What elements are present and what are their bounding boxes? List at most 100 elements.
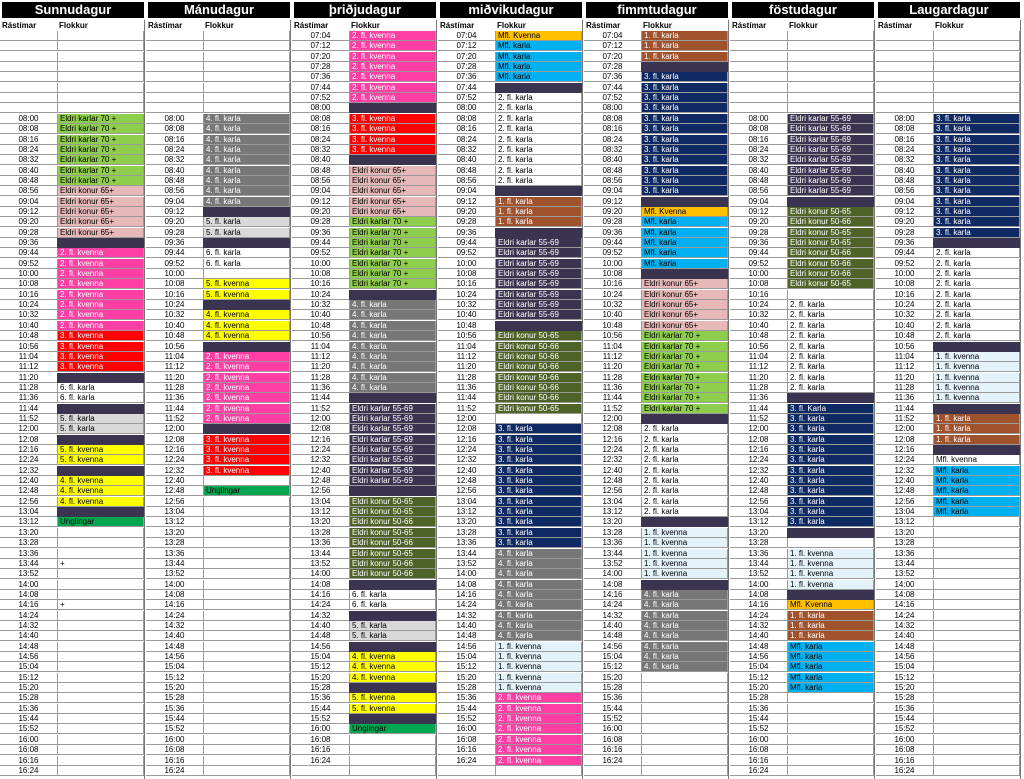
group-cell[interactable]: 2. fl. kvenna xyxy=(203,414,290,424)
group-cell[interactable] xyxy=(933,683,1020,693)
group-cell[interactable]: 3. fl. karla xyxy=(641,93,728,103)
group-cell[interactable]: 3. fl. karla xyxy=(787,476,874,486)
group-cell[interactable] xyxy=(57,72,144,82)
group-cell[interactable]: 5. fl. kvenna xyxy=(57,455,144,465)
group-cell[interactable]: Eldri karlar 70 + xyxy=(57,114,144,124)
group-cell[interactable]: Mfl. karla xyxy=(787,673,874,683)
group-cell[interactable] xyxy=(933,735,1020,745)
group-cell[interactable]: 4. fl. karla xyxy=(641,652,728,662)
group-cell[interactable] xyxy=(203,662,290,672)
group-cell[interactable] xyxy=(203,31,290,41)
group-cell[interactable]: Eldri konur 50-66 xyxy=(495,342,582,352)
group-cell[interactable]: 1. fl. karla xyxy=(787,611,874,621)
group-cell[interactable]: 3. fl. karla xyxy=(933,114,1020,124)
group-cell[interactable]: 2. fl. karla xyxy=(495,103,582,113)
group-cell[interactable]: 4. fl. karla xyxy=(641,590,728,600)
group-cell[interactable]: Eldri konur 50-65 xyxy=(349,497,436,507)
group-cell[interactable]: 1. fl. kvenna xyxy=(933,373,1020,383)
group-cell[interactable] xyxy=(203,538,290,548)
group-cell[interactable] xyxy=(787,31,874,41)
group-cell[interactable]: Mfl. Kvenna xyxy=(787,600,874,610)
group-cell[interactable]: Eldri karlar 70 + xyxy=(349,228,436,238)
group-cell[interactable] xyxy=(641,693,728,703)
group-cell[interactable] xyxy=(933,714,1020,724)
group-cell[interactable] xyxy=(933,538,1020,548)
group-cell[interactable]: 2. fl. kvenna xyxy=(203,352,290,362)
group-cell[interactable] xyxy=(57,766,144,776)
group-cell[interactable]: Eldri karlar 55-69 xyxy=(787,186,874,196)
group-cell[interactable]: 1. fl. karla xyxy=(495,197,582,207)
group-cell[interactable] xyxy=(203,580,290,590)
group-cell[interactable]: 4. fl. kvenna xyxy=(349,673,436,683)
group-cell[interactable]: Eldri karlar 55-69 xyxy=(495,300,582,310)
group-cell[interactable]: Eldri karlar 55-69 xyxy=(495,238,582,248)
group-cell[interactable]: 2. fl. karla xyxy=(641,466,728,476)
group-cell[interactable] xyxy=(787,735,874,745)
group-cell[interactable]: 3. fl. karla xyxy=(933,207,1020,217)
group-cell[interactable]: 5. fl. kvenna xyxy=(203,279,290,289)
group-cell[interactable]: 2. fl. kvenna xyxy=(349,62,436,72)
group-cell[interactable]: 4. fl. karla xyxy=(203,176,290,186)
group-cell[interactable] xyxy=(933,652,1020,662)
group-cell[interactable]: 2. fl. karla xyxy=(933,259,1020,269)
group-cell[interactable]: 2. fl. karla xyxy=(933,290,1020,300)
group-cell[interactable]: 3. fl. kvenna xyxy=(57,352,144,362)
group-cell[interactable] xyxy=(57,569,144,579)
group-cell[interactable]: 2. fl. kvenna xyxy=(203,362,290,372)
group-cell[interactable]: Eldri konur 50-66 xyxy=(495,393,582,403)
group-cell[interactable]: Eldri karlar 55-69 xyxy=(349,455,436,465)
group-cell[interactable]: Eldri karlar 70 + xyxy=(641,383,728,393)
group-cell[interactable]: Unglingar xyxy=(203,486,290,496)
group-cell[interactable] xyxy=(933,41,1020,51)
group-cell[interactable]: Eldri konur 50-65 xyxy=(349,507,436,517)
group-cell[interactable]: 1. fl. kvenna xyxy=(933,393,1020,403)
group-cell[interactable]: 3. fl. karla xyxy=(495,497,582,507)
group-cell[interactable]: Eldri karlar 70 + xyxy=(641,342,728,352)
group-cell[interactable]: 1. fl. kvenna xyxy=(787,549,874,559)
group-cell[interactable]: Mfl. karla xyxy=(787,683,874,693)
group-cell[interactable]: Eldri konur 65+ xyxy=(349,186,436,196)
group-cell[interactable] xyxy=(641,756,728,766)
group-cell[interactable] xyxy=(203,673,290,683)
group-cell[interactable]: 4. fl. karla xyxy=(495,559,582,569)
group-cell[interactable]: 2. fl. karla xyxy=(787,331,874,341)
group-cell[interactable]: 4. fl. kvenna xyxy=(349,652,436,662)
group-cell[interactable]: 6. fl. karla xyxy=(57,383,144,393)
group-cell[interactable] xyxy=(57,62,144,72)
group-cell[interactable]: 2. fl. kvenna xyxy=(349,31,436,41)
group-cell[interactable]: 3. fl. karla xyxy=(787,517,874,527)
group-cell[interactable]: Eldri karlar 55-69 xyxy=(349,435,436,445)
group-cell[interactable]: 2. fl. karla xyxy=(495,145,582,155)
group-cell[interactable]: Mfl. karla xyxy=(495,52,582,62)
group-cell[interactable]: 2. fl. karla xyxy=(787,300,874,310)
group-cell[interactable]: 2. fl. karla xyxy=(933,331,1020,341)
group-cell[interactable] xyxy=(57,580,144,590)
group-cell[interactable] xyxy=(203,631,290,641)
group-cell[interactable]: Eldri karlar 55-69 xyxy=(495,269,582,279)
group-cell[interactable]: 3. fl. karla xyxy=(933,217,1020,227)
group-cell[interactable]: 4. fl. karla xyxy=(203,145,290,155)
group-cell[interactable]: 5. fl. karla xyxy=(203,228,290,238)
group-cell[interactable]: 2. fl. karla xyxy=(495,166,582,176)
group-cell[interactable]: 3. fl. karla xyxy=(641,103,728,113)
group-cell[interactable]: Eldri konur 65+ xyxy=(641,279,728,289)
group-cell[interactable]: 3. fl. karla xyxy=(787,414,874,424)
group-cell[interactable]: 2. fl. kvenna xyxy=(57,259,144,269)
group-cell[interactable] xyxy=(787,41,874,51)
group-cell[interactable]: 3. fl. karla xyxy=(787,455,874,465)
group-cell[interactable]: Eldri konur 65+ xyxy=(57,228,144,238)
group-cell[interactable]: 4. fl. karla xyxy=(641,600,728,610)
group-cell[interactable]: Eldri konur 50-66 xyxy=(495,373,582,383)
group-cell[interactable]: Mfl. karla xyxy=(787,652,874,662)
group-cell[interactable] xyxy=(641,714,728,724)
group-cell[interactable]: 3. fl. Karla xyxy=(787,404,874,414)
group-cell[interactable] xyxy=(787,693,874,703)
group-cell[interactable]: Eldri konur 65+ xyxy=(349,176,436,186)
group-cell[interactable]: Eldri konur 65+ xyxy=(641,290,728,300)
group-cell[interactable] xyxy=(203,507,290,517)
group-cell[interactable] xyxy=(933,103,1020,113)
group-cell[interactable]: 4. fl. karla xyxy=(349,373,436,383)
group-cell[interactable]: 4. fl. karla xyxy=(495,549,582,559)
group-cell[interactable]: 1. fl. karla xyxy=(787,621,874,631)
group-cell[interactable]: 2. fl. kvenna xyxy=(349,93,436,103)
